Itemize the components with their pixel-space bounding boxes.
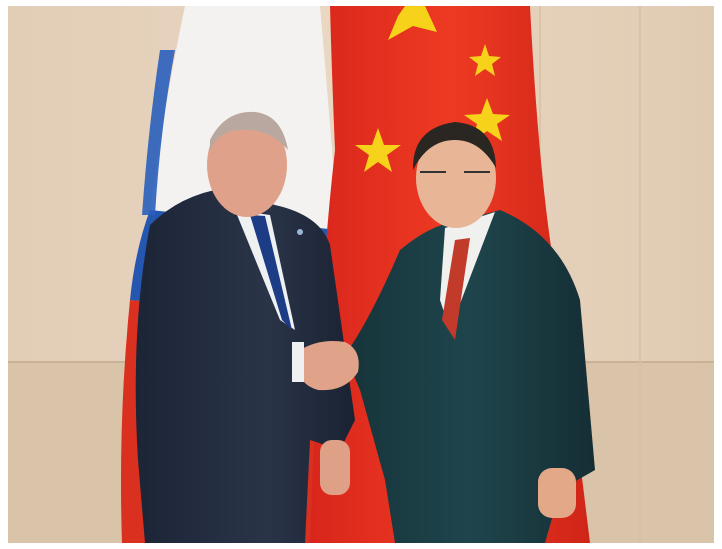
left-head [207, 113, 287, 217]
scene [8, 6, 714, 543]
left-tie [250, 215, 292, 330]
left-hair [210, 111, 288, 150]
hands [298, 341, 359, 391]
left-hand [320, 440, 350, 495]
right-suit [345, 210, 595, 543]
flag-star [355, 128, 401, 172]
flag-star [464, 98, 510, 141]
right-head [416, 128, 496, 228]
right-tie [442, 238, 470, 340]
left-cuff [292, 342, 304, 382]
flag-big-star [388, 6, 437, 40]
handshake [292, 341, 359, 495]
left-man [135, 111, 355, 543]
flag-blue-fold [142, 50, 175, 215]
right-hand [538, 468, 576, 518]
flag-star [469, 44, 501, 76]
right-hair [412, 122, 496, 170]
right-man [345, 122, 595, 543]
left-suit [135, 188, 355, 543]
left-pin [297, 229, 303, 235]
